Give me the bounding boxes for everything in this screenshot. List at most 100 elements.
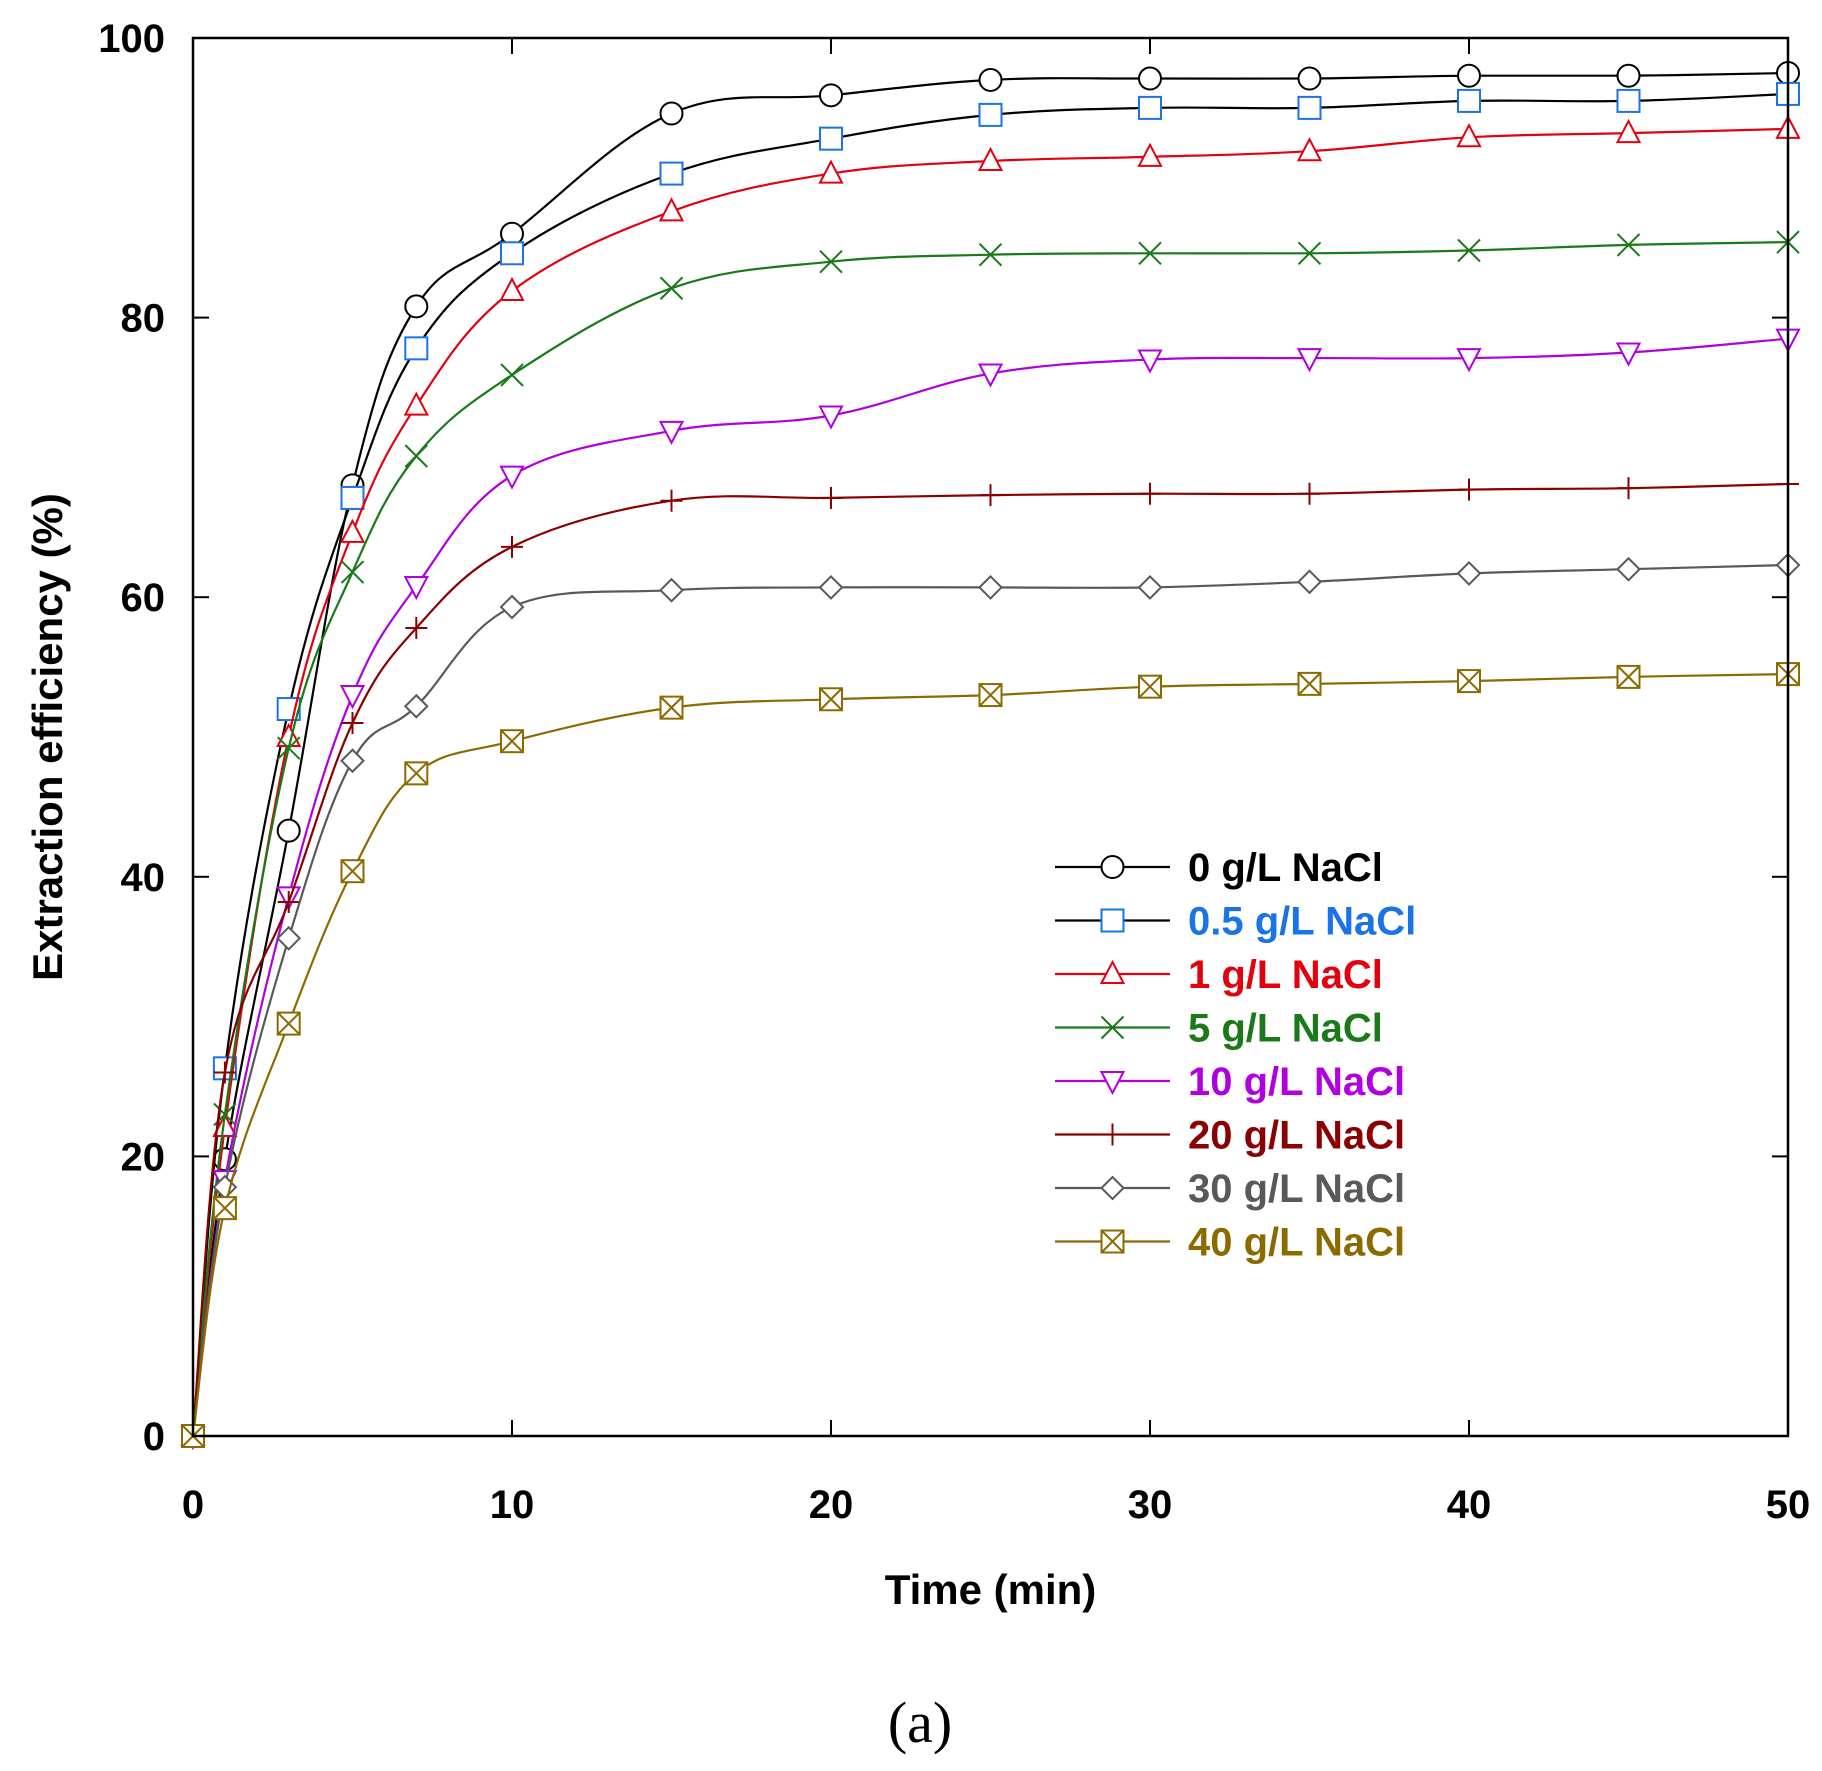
data-point xyxy=(499,594,525,620)
data-point xyxy=(1457,88,1481,113)
data-point xyxy=(1138,241,1162,265)
legend-entry: 40 g/L NaCl xyxy=(1055,1221,1405,1265)
data-point xyxy=(339,685,366,710)
data-point xyxy=(818,405,844,430)
data-point xyxy=(977,363,1004,388)
legend-label: 20 g/L NaCl xyxy=(1188,1114,1405,1158)
legend-marker xyxy=(1100,1175,1125,1201)
y-tick-label: 60 xyxy=(121,576,166,620)
y-tick-label: 20 xyxy=(121,1135,166,1179)
data-point xyxy=(978,574,1003,600)
legend-entry: 20 g/L NaCl xyxy=(1055,1114,1405,1158)
series-line xyxy=(191,241,1789,1437)
data-point xyxy=(404,294,429,319)
legend-label: 1 g/L NaCl xyxy=(1188,953,1383,997)
x-tick-labels: 0 10 20 30 40 50 xyxy=(182,1483,1810,1527)
data-point xyxy=(213,1061,236,1084)
data-point xyxy=(277,890,300,913)
data-point xyxy=(658,420,685,445)
data-point xyxy=(658,197,685,222)
data-point xyxy=(1458,478,1480,501)
series-line xyxy=(191,482,1789,1437)
data-point xyxy=(1615,342,1642,367)
x-tick-label: 40 xyxy=(1447,1483,1492,1527)
series-line xyxy=(191,673,1789,1437)
x-tick-label: 20 xyxy=(809,1483,854,1527)
data-point xyxy=(1616,63,1641,88)
data-point xyxy=(1137,349,1163,374)
y-tick-label: 0 xyxy=(143,1415,165,1459)
data-point xyxy=(340,485,365,510)
data-point xyxy=(1616,233,1641,257)
data-point xyxy=(1616,556,1641,582)
data-point xyxy=(1138,95,1162,120)
legend: 0 g/L NaCl 0.5 g/L NaCl 1 g/L NaCl 5 g/L Na… xyxy=(1055,846,1416,1265)
data-point xyxy=(978,67,1003,92)
data-point xyxy=(1298,482,1321,505)
data-point xyxy=(500,363,524,387)
y-tick-labels: 0 20 40 60 80 100 xyxy=(98,17,165,1459)
data-point xyxy=(276,736,301,760)
data-point xyxy=(659,276,684,300)
data-point xyxy=(340,748,365,774)
legend-entry: 30 g/L NaCl xyxy=(1055,1167,1405,1211)
data-point xyxy=(276,1011,301,1036)
legend-marker xyxy=(1099,959,1126,984)
legend-label: 10 g/L NaCl xyxy=(1188,1060,1405,1104)
data-point xyxy=(404,761,429,786)
data-point xyxy=(1296,137,1323,162)
data-point xyxy=(1297,66,1322,91)
legend-marker xyxy=(1100,1015,1125,1040)
data-point xyxy=(1137,574,1163,600)
series-layer xyxy=(180,60,1801,1451)
x-axis-title: Time (min) xyxy=(885,1566,1097,1613)
data-point xyxy=(404,444,429,468)
legend-entry: 0.5 g/L NaCl xyxy=(1055,900,1416,944)
data-point xyxy=(341,712,364,735)
x-tick-label: 30 xyxy=(1128,1483,1173,1527)
x-tick-label: 0 xyxy=(182,1483,204,1527)
data-point xyxy=(1615,118,1642,144)
data-point xyxy=(500,729,524,754)
data-point xyxy=(818,159,844,184)
y-tick-label: 40 xyxy=(121,856,166,900)
series-7 xyxy=(180,552,1801,1449)
data-point xyxy=(660,489,683,512)
data-point xyxy=(403,576,429,601)
series-line xyxy=(191,92,1789,1437)
plot-area-frame xyxy=(191,36,1790,1438)
x-tick-label: 50 xyxy=(1766,1483,1811,1527)
series-line xyxy=(191,563,1789,1437)
data-point xyxy=(501,535,523,558)
data-point xyxy=(977,146,1004,172)
y-tick-label: 100 xyxy=(98,17,165,61)
data-point xyxy=(978,683,1003,708)
data-point xyxy=(659,695,684,720)
data-point xyxy=(1138,674,1162,699)
data-point xyxy=(1616,664,1641,689)
data-point xyxy=(499,276,525,302)
data-point xyxy=(819,249,843,274)
legend-marker xyxy=(1101,1123,1124,1146)
series-line xyxy=(191,71,1789,1437)
legend-label: 30 g/L NaCl xyxy=(1188,1167,1405,1211)
data-point xyxy=(405,616,428,639)
data-point xyxy=(819,126,843,151)
data-point xyxy=(659,161,684,186)
legend-label: 0 g/L NaCl xyxy=(1188,846,1383,890)
data-point xyxy=(276,925,302,951)
y-axis-title: Extraction efficiency (%) xyxy=(24,493,71,981)
data-point xyxy=(1297,95,1322,120)
data-point xyxy=(276,818,301,843)
series-1 xyxy=(181,60,1800,1448)
data-point xyxy=(404,336,429,361)
legend-entry: 1 g/L NaCl xyxy=(1055,953,1383,997)
data-point xyxy=(819,83,843,108)
data-point xyxy=(339,518,366,543)
data-point xyxy=(500,241,524,266)
data-point xyxy=(1297,569,1322,595)
data-point xyxy=(1296,348,1323,373)
data-point xyxy=(1297,241,1322,265)
legend-marker xyxy=(1100,855,1125,879)
